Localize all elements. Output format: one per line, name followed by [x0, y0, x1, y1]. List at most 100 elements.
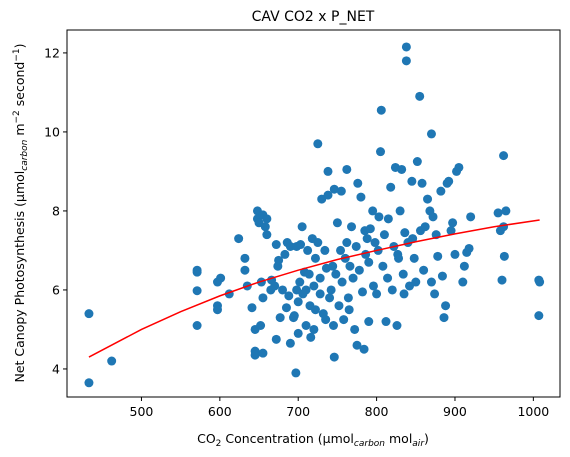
y-tick-label: 8 [52, 203, 60, 218]
scatter-point [293, 328, 303, 338]
scatter-point [107, 356, 117, 366]
x-label-part: mol [385, 431, 412, 446]
scatter-point [497, 275, 507, 285]
scatter-point [344, 305, 354, 315]
scatter-point [381, 317, 391, 327]
y-tick-label: 6 [52, 282, 60, 297]
scatter-point [291, 368, 301, 378]
scatter-point [437, 271, 447, 281]
scatter-point [383, 214, 393, 224]
scatter-point [458, 277, 468, 287]
scatter-point [343, 293, 353, 303]
scatter-point [459, 261, 469, 271]
y-label-part: second [12, 62, 27, 111]
scatter-point [323, 190, 333, 200]
scatter-point [329, 352, 339, 362]
scatter-point [306, 332, 316, 342]
scatter-point [336, 245, 346, 255]
scatter-point [392, 320, 402, 330]
scatter-point [353, 178, 363, 188]
y-tick-label: 4 [52, 361, 60, 376]
scatter-point [378, 261, 388, 271]
scatter-point [423, 194, 433, 204]
scatter-point [395, 206, 405, 216]
scatter-point [313, 238, 323, 248]
y-label-part: Net Canopy Photosynthesis (μmol [12, 171, 27, 383]
scatter-point [342, 164, 352, 174]
y-tick-label: 10 [44, 124, 60, 139]
scatter-point [250, 350, 260, 360]
scatter-point [359, 344, 369, 354]
scatter-point [271, 240, 281, 250]
scatter-point [281, 303, 291, 313]
scatter-point [501, 206, 511, 216]
y-axis-label: Net Canopy Photosynthesis (μmolcarbon m−… [12, 43, 30, 382]
scatter-point [289, 311, 299, 321]
scatter-point [364, 257, 374, 267]
scatter-point [428, 212, 438, 222]
scatter-point [345, 261, 355, 271]
scatter-point [444, 176, 454, 186]
scatter-point [365, 224, 375, 234]
scatter-point [534, 311, 544, 321]
scatter-point [466, 212, 476, 222]
scatter-point [374, 212, 384, 222]
scatter-point [407, 176, 417, 186]
scatter-point [409, 253, 419, 263]
scatter-point [192, 320, 202, 330]
scatter-point [234, 234, 244, 244]
scatter-point [464, 243, 474, 253]
scatter-point [284, 291, 294, 301]
scatter-point [297, 222, 307, 232]
scatter-point [387, 285, 397, 295]
scatter-point [499, 251, 509, 261]
scatter-point [408, 234, 418, 244]
scatter-point [436, 186, 446, 196]
scatter-point [315, 289, 325, 299]
y-label-part: m [12, 123, 27, 139]
scatter-point [400, 228, 410, 238]
scatter-point [454, 162, 464, 172]
scatter-point [401, 56, 411, 66]
scatter-point [285, 241, 295, 251]
scatter-point [212, 305, 222, 315]
scatter-point [262, 230, 272, 240]
scatter-point [342, 238, 352, 248]
scatter-point [370, 238, 380, 248]
scatter-point [310, 305, 320, 315]
x-label-part: ) [424, 431, 429, 446]
scatter-point [280, 249, 290, 259]
scatter-point [417, 178, 427, 188]
x-label-sub: 2 [216, 439, 222, 449]
scatter-point [376, 147, 386, 157]
scatter-point [364, 317, 374, 327]
scatter-point [450, 249, 460, 259]
x-label-part: Concentration (μmol [221, 431, 354, 446]
scatter-point [499, 151, 509, 161]
scatter-point [295, 277, 305, 287]
scatter-point [351, 241, 361, 251]
scatter-point [412, 157, 422, 167]
y-label-sup: −2 [12, 110, 22, 123]
scatter-point [354, 265, 364, 275]
scatter-point [260, 222, 270, 232]
scatter-point [328, 261, 338, 271]
x-tick-label: 700 [286, 404, 310, 419]
scatter-point [411, 277, 421, 287]
scatter-point [271, 334, 281, 344]
scatter-point [331, 269, 341, 279]
scatter-point [336, 186, 346, 196]
scatter-point [274, 255, 284, 265]
scatter-point [362, 234, 372, 244]
scatter-point [323, 166, 333, 176]
scatter-point [325, 293, 335, 303]
scatter-point [315, 273, 325, 283]
scatter-point [493, 208, 503, 218]
y-label-sub: carbon [20, 139, 30, 170]
scatter-point [275, 313, 285, 323]
scatter-point [262, 214, 272, 224]
scatter-point [192, 267, 202, 277]
scatter-point [192, 286, 202, 296]
chart-title: CAV CO2 x P_NET [252, 9, 375, 25]
